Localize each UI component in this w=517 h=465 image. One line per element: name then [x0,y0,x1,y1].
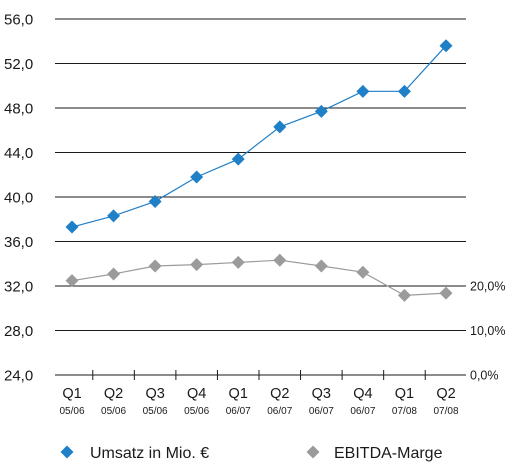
data-point-ebitda-marge [107,267,121,281]
data-point-ebitda-marge [190,258,204,272]
tick-labels: 24,0 28,0 32,0 36,0 40,0 44,0 48,0 52,0 56,0 0,0%… [4,12,505,418]
x-tick-sublabel: 05/06 [59,406,84,417]
x-tick-sublabel: 05/06 [184,406,209,417]
legend-marker-ebitda-marge [306,445,320,459]
data-point-ebitda-marge [314,259,328,273]
data-point-ebitda-marge [148,259,162,273]
data-point-umsatz [273,120,287,134]
x-tick-label: Q1 [395,386,414,402]
x-tick-label: Q3 [312,386,331,402]
data-point-ebitda-marge [356,265,370,279]
y-tick-label: 32,0 [4,279,33,296]
data-point-umsatz [148,194,162,208]
y-tick-label: 24,0 [4,368,33,385]
series-line-ebitda-marge [71,259,447,296]
y2-tick-label: 0,0% [470,369,499,383]
axes [55,370,466,380]
series-lines [71,45,447,296]
data-point-umsatz [65,220,79,234]
data-point-ebitda-marge [65,274,79,288]
x-tick-label: Q2 [104,386,123,402]
data-point-umsatz [439,39,453,53]
x-tick-label: Q1 [229,386,248,402]
series-markers [65,39,453,302]
x-tick-sublabel: 07/08 [433,406,458,417]
legend-marker-umsatz [60,445,74,459]
data-point-umsatz [231,152,245,166]
data-point-umsatz [190,170,204,184]
grid-lines [55,18,466,331]
x-tick-label: Q2 [436,386,455,402]
y-tick-label: 52,0 [4,56,33,73]
y-tick-label: 56,0 [4,12,33,29]
data-point-ebitda-marge [397,288,411,302]
legend: Umsatz in Mio. € EBITDA-Marge [60,445,443,462]
data-point-ebitda-marge [231,255,245,269]
x-tick-label: Q4 [353,386,372,402]
x-tick-label: Q3 [145,386,164,402]
x-tick-sublabel: 05/06 [101,406,126,417]
data-point-umsatz [397,84,411,98]
x-tick-sublabel: 05/06 [143,406,168,417]
x-tick-label: Q4 [187,386,206,402]
legend-label-umsatz: Umsatz in Mio. € [90,445,209,462]
x-tick-label: Q1 [62,386,81,402]
series-line-umsatz [71,45,447,228]
x-tick-sublabel: 06/07 [226,406,251,417]
x-tick-sublabel: 07/08 [392,406,417,417]
y-tick-label: 28,0 [4,323,33,340]
data-point-ebitda-marge [439,286,453,300]
x-tick-label: Q2 [270,386,289,402]
y-tick-label: 48,0 [4,101,33,118]
legend-label-ebitda-marge: EBITDA-Marge [334,445,443,462]
data-point-umsatz [107,209,121,223]
y-tick-label: 40,0 [4,190,33,207]
x-tick-sublabel: 06/07 [309,406,334,417]
x-tick-sublabel: 06/07 [350,406,375,417]
y2-tick-label: 20,0% [470,280,505,294]
x-tick-sublabel: 06/07 [267,406,292,417]
y-tick-label: 36,0 [4,234,33,251]
y2-tick-label: 10,0% [470,324,505,338]
data-point-ebitda-marge [273,253,287,267]
y-tick-label: 44,0 [4,145,33,162]
data-point-umsatz [356,84,370,98]
data-point-umsatz [314,104,328,118]
